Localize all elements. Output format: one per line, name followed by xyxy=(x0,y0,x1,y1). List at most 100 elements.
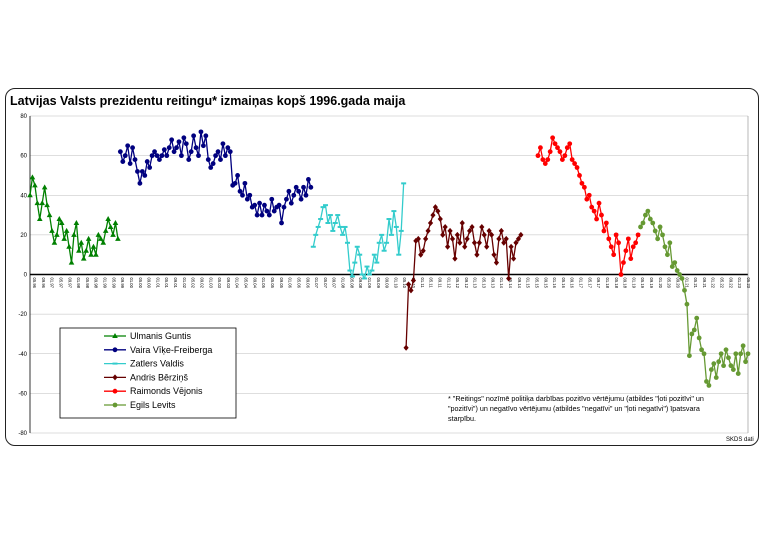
x-tick-label: 01.15 xyxy=(526,278,531,289)
data-point xyxy=(164,153,170,159)
x-tick-label: 01.23 xyxy=(737,278,742,289)
x-tick-label: 09.11 xyxy=(437,278,442,289)
data-point xyxy=(401,182,407,185)
data-point xyxy=(508,243,514,250)
legend-marker xyxy=(112,374,118,381)
data-point xyxy=(555,145,560,151)
data-point xyxy=(476,239,482,246)
data-point xyxy=(603,220,609,226)
data-point xyxy=(78,239,85,245)
x-tick-label: 05.23 xyxy=(746,278,751,289)
y-tick-label: -20 xyxy=(18,312,27,318)
x-tick-label: 01.10 xyxy=(393,278,398,289)
data-point xyxy=(594,216,599,222)
data-point xyxy=(393,225,399,228)
data-point xyxy=(284,196,289,202)
data-point xyxy=(179,153,184,159)
data-point xyxy=(601,228,607,234)
data-point xyxy=(374,261,380,264)
data-point xyxy=(237,188,243,194)
x-tick-label: 05.01 xyxy=(164,278,169,289)
data-point xyxy=(677,272,683,277)
x-tick-label: 09.08 xyxy=(358,278,363,289)
data-point xyxy=(115,235,121,241)
data-point xyxy=(415,235,421,242)
data-point xyxy=(628,256,634,262)
data-point xyxy=(344,241,350,244)
data-point xyxy=(49,227,55,233)
data-point xyxy=(518,231,524,238)
x-tick-label: 09.22 xyxy=(728,278,733,289)
data-point xyxy=(354,245,360,248)
series-line xyxy=(119,131,312,224)
data-point xyxy=(621,260,626,266)
x-tick-label: 01.19 xyxy=(631,278,636,289)
data-point xyxy=(266,212,272,218)
data-point xyxy=(579,180,585,186)
data-point xyxy=(208,165,214,170)
data-point xyxy=(457,239,463,246)
data-point xyxy=(210,161,216,166)
x-tick-label: 01.22 xyxy=(711,278,716,289)
data-point xyxy=(486,227,492,234)
data-point xyxy=(493,259,500,266)
data-point xyxy=(61,235,67,241)
x-tick-label: 09.21 xyxy=(702,278,707,289)
gridlines xyxy=(29,115,749,434)
data-point xyxy=(174,145,179,151)
x-tick-label: 09.98 xyxy=(94,278,99,289)
data-point xyxy=(564,145,570,151)
data-point xyxy=(359,273,365,276)
x-tick-label: 05.04 xyxy=(244,278,249,289)
x-tick-label: 09.97 xyxy=(67,278,72,289)
data-point xyxy=(198,129,204,135)
x-tick-label: 05.16 xyxy=(561,278,566,289)
data-point xyxy=(403,344,409,351)
data-point xyxy=(137,180,143,186)
data-point xyxy=(589,204,595,210)
y-tick-label: -40 xyxy=(18,352,27,358)
data-point xyxy=(240,192,245,198)
data-point xyxy=(574,165,580,170)
data-point xyxy=(166,145,172,151)
data-point xyxy=(120,159,126,164)
data-point xyxy=(71,231,77,237)
data-point xyxy=(257,200,262,206)
legend-marker xyxy=(112,347,118,353)
data-point xyxy=(535,153,541,159)
data-point xyxy=(682,287,687,293)
data-point xyxy=(371,253,377,256)
data-point xyxy=(132,157,138,162)
data-point xyxy=(244,196,250,202)
data-point xyxy=(745,351,751,357)
data-point xyxy=(227,149,233,155)
data-point xyxy=(176,139,182,145)
data-point xyxy=(85,235,92,241)
data-point xyxy=(501,239,507,246)
x-tick-label: 05.11 xyxy=(429,278,434,289)
data-point xyxy=(716,359,722,365)
data-point xyxy=(222,153,228,159)
data-point xyxy=(169,137,175,143)
data-point xyxy=(303,192,309,198)
data-point xyxy=(147,165,153,170)
data-point xyxy=(183,141,189,147)
y-tick-label: 0 xyxy=(24,273,28,279)
data-point xyxy=(286,188,292,194)
data-point xyxy=(488,231,495,238)
data-point xyxy=(88,251,94,257)
data-point xyxy=(152,149,157,155)
data-point xyxy=(613,232,619,238)
series-layer xyxy=(27,129,751,388)
data-point xyxy=(271,208,277,214)
legend-label: Zatlers Valdis xyxy=(130,359,184,369)
data-point xyxy=(112,219,119,225)
x-tick-label: 09.19 xyxy=(649,278,654,289)
data-point xyxy=(369,269,375,272)
data-point xyxy=(225,145,231,151)
data-point xyxy=(586,192,592,198)
footnote: * "Reitings" nozīmē politiķa darbības po… xyxy=(448,394,704,423)
data-point xyxy=(743,359,748,365)
data-point xyxy=(616,240,621,246)
legend-label: Ulmanis Guntis xyxy=(130,331,192,341)
